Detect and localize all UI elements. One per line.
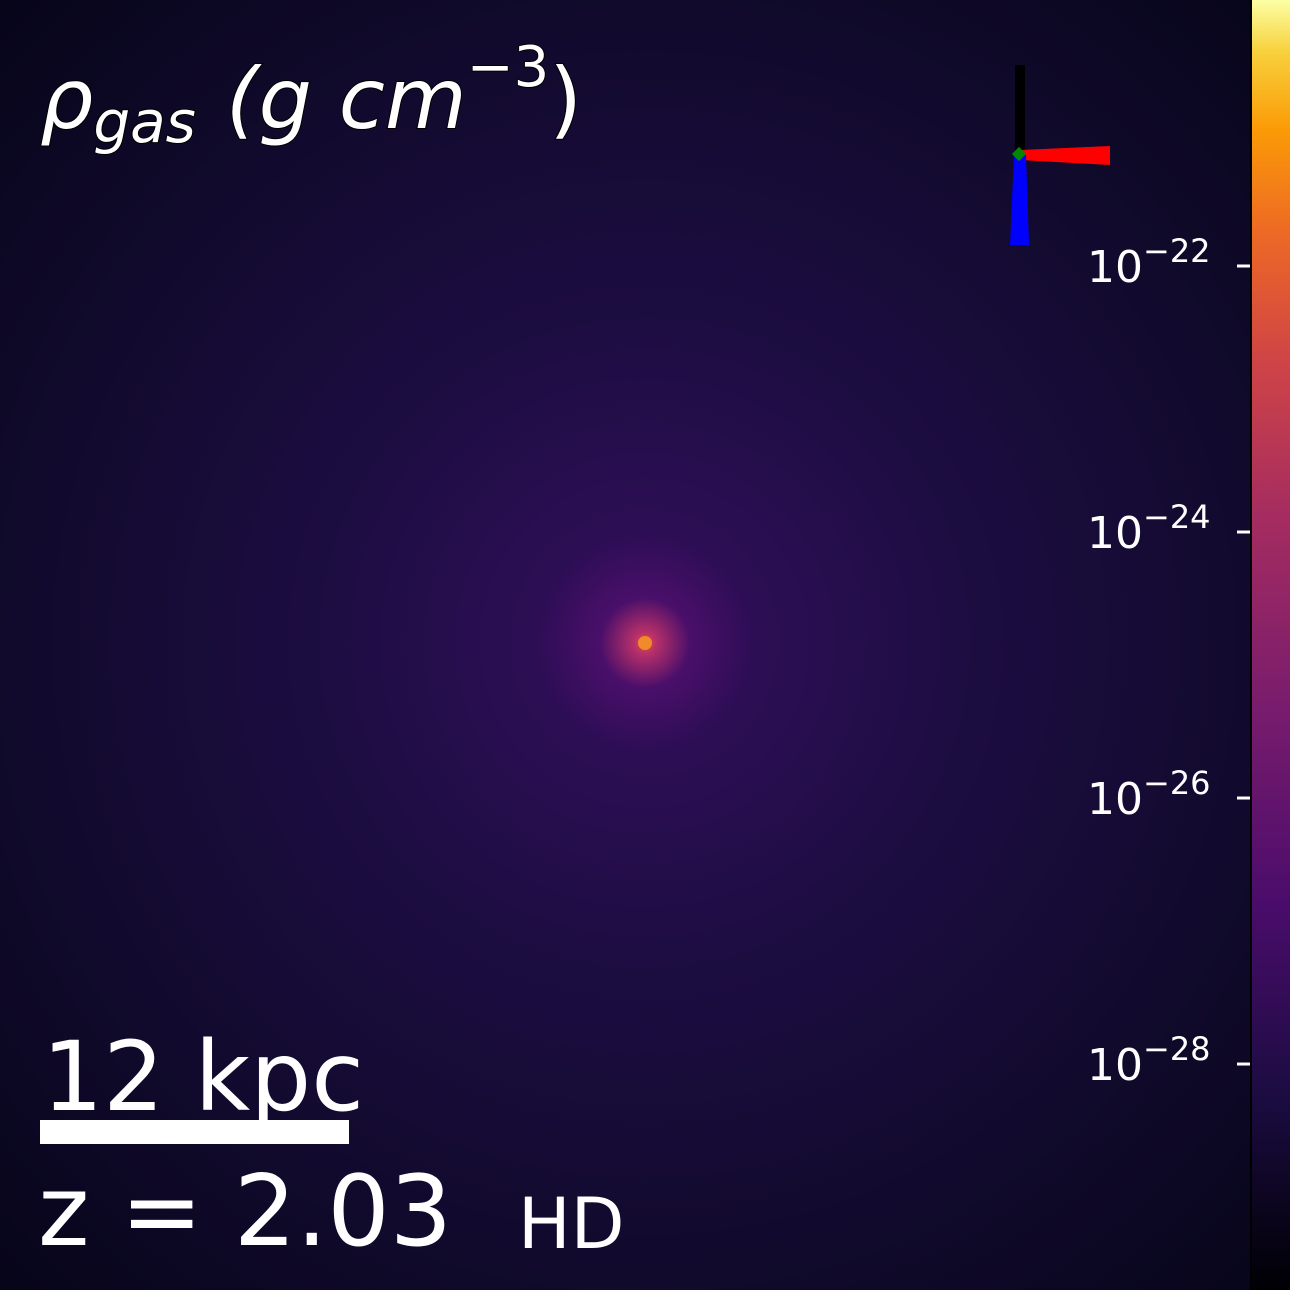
axis-x [1020, 146, 1110, 165]
scale-label: 12 kpc [42, 1021, 364, 1133]
axis-z [1010, 155, 1029, 245]
colorbar-tick-label: 10−24 [1087, 498, 1211, 559]
axis-y [1011, 146, 1027, 162]
colorbar-tick-label: 10−22 [1087, 232, 1211, 293]
colorbar-tick-label: 10−26 [1087, 764, 1211, 825]
scale-bar [40, 1120, 349, 1144]
density-image [0, 0, 1250, 1290]
orientation-axes [1010, 65, 1110, 245]
colorbar-tick-label: 10−28 [1087, 1030, 1211, 1091]
core [638, 636, 652, 650]
title: ρgas (g cm−3) [40, 35, 582, 156]
tag: HD [518, 1183, 625, 1265]
colorbar [1252, 0, 1290, 1290]
redshift: z = 2.03 [38, 1155, 452, 1269]
